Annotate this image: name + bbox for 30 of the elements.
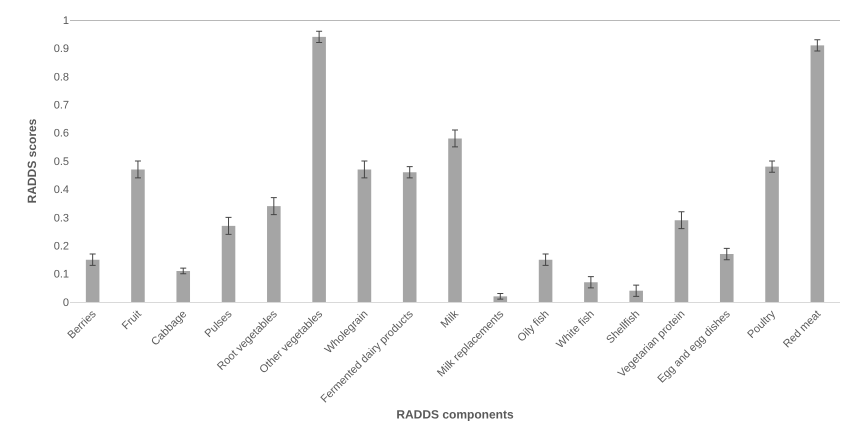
x-tick-label: Oily fish <box>515 308 552 344</box>
bar <box>629 290 643 302</box>
bar <box>176 270 190 302</box>
y-tick-label: 0.5 <box>54 156 69 168</box>
bar <box>222 226 236 302</box>
y-tick-label: 0.4 <box>54 184 69 196</box>
bar <box>674 220 688 302</box>
bar <box>810 45 824 302</box>
bar <box>267 206 281 302</box>
y-tick-label: 0.2 <box>54 240 69 252</box>
y-tick-label: 0.9 <box>54 43 69 56</box>
bar <box>538 260 552 302</box>
bar <box>86 260 100 302</box>
y-tick-label: 0.6 <box>54 128 69 140</box>
bar <box>358 169 372 302</box>
y-tick-label: 0.3 <box>54 212 69 224</box>
bar <box>765 166 779 302</box>
y-axis-title: RADDS scores <box>25 118 39 204</box>
bar <box>720 254 734 302</box>
y-tick-label: 0.7 <box>54 99 69 112</box>
y-tick-label: 0.1 <box>54 268 69 281</box>
y-tick-label: 1 <box>62 14 69 27</box>
bar <box>131 169 145 302</box>
x-axis-title: RADDS components <box>396 407 514 422</box>
y-tick-label: 0.8 <box>54 71 69 84</box>
y-tick-label: 0 <box>62 296 69 309</box>
bar <box>584 282 598 302</box>
bar <box>448 138 462 302</box>
bar <box>312 36 326 302</box>
bar <box>402 172 416 302</box>
